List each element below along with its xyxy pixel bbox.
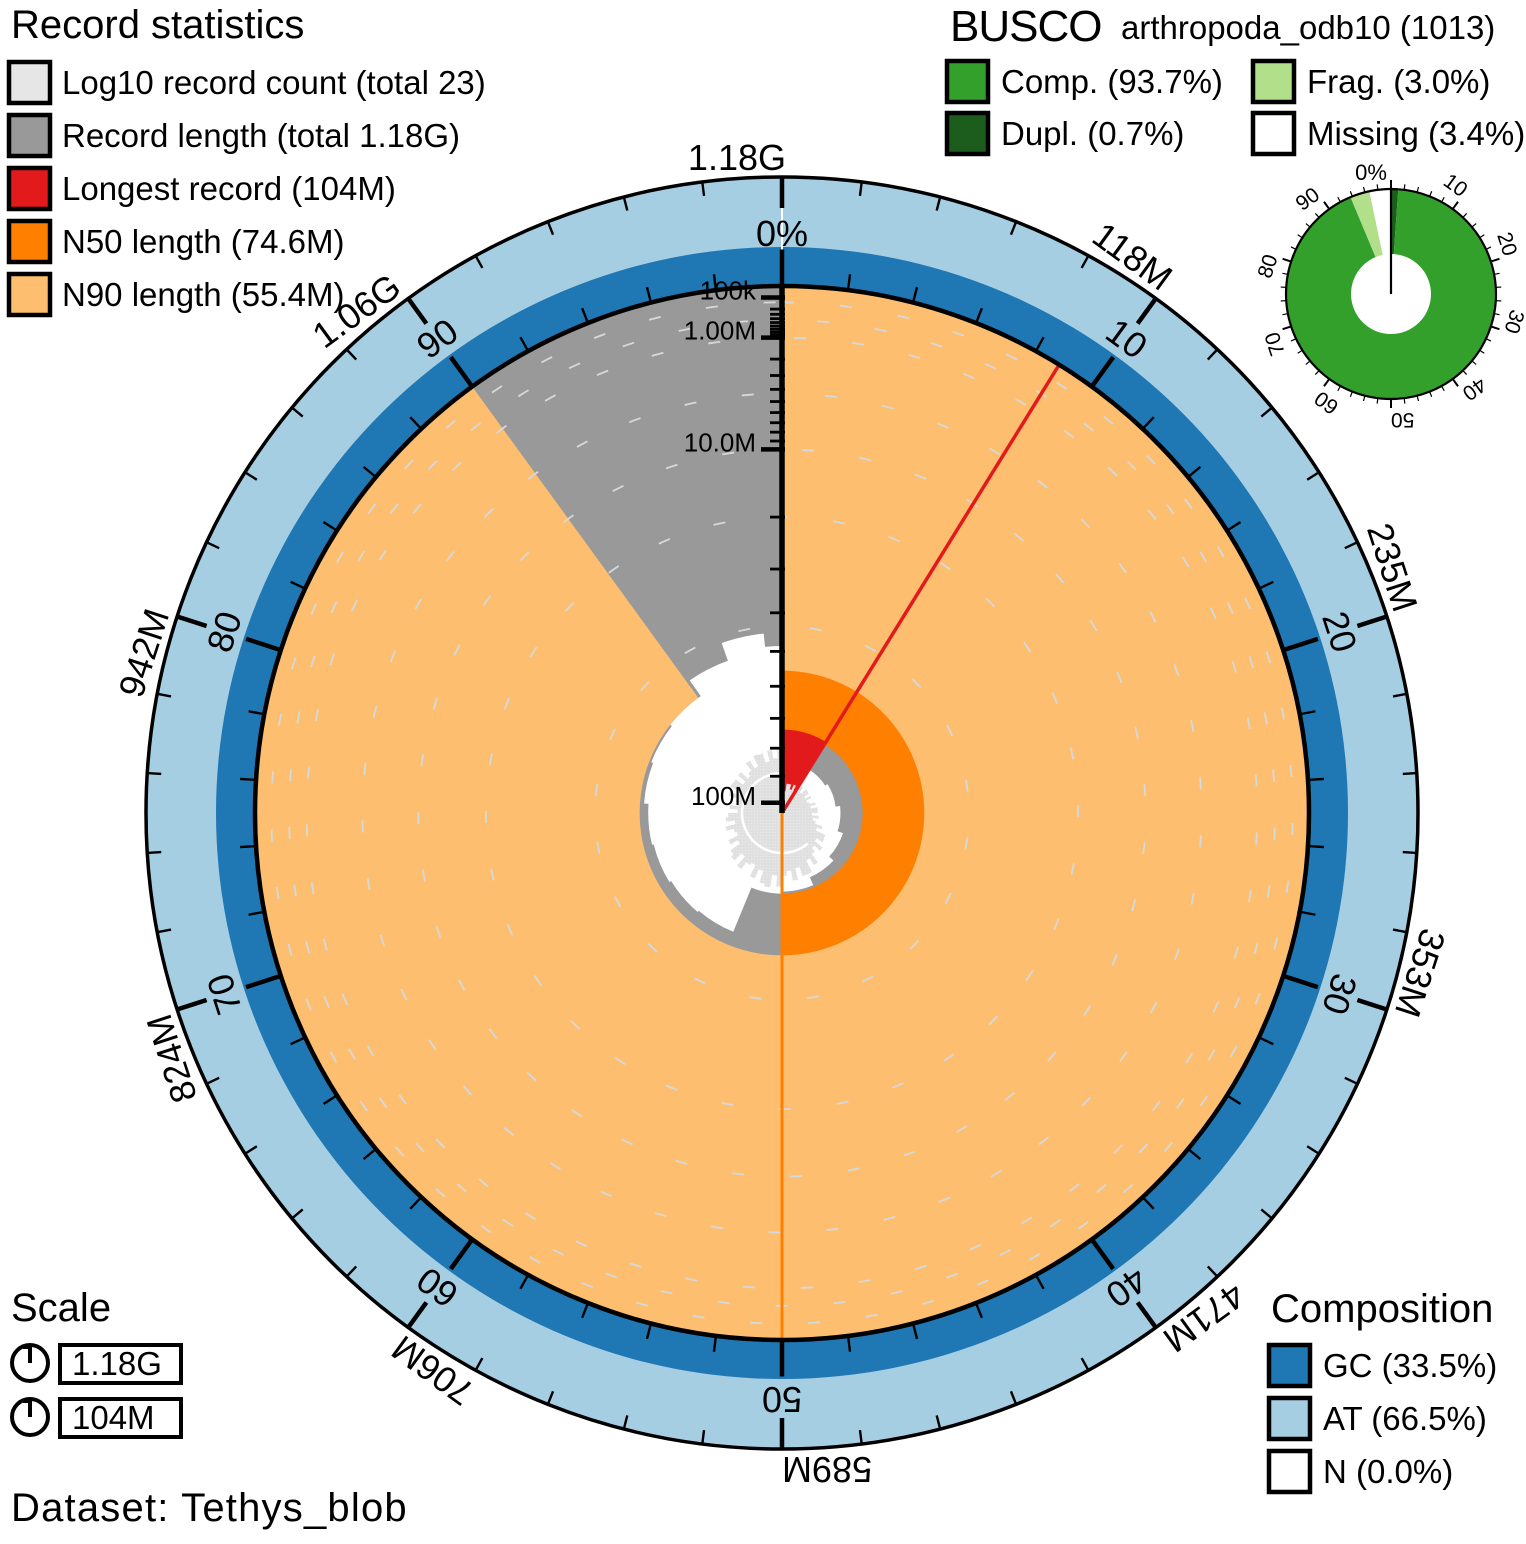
svg-text:50: 50 <box>1391 408 1414 431</box>
svg-text:Frag. (3.0%): Frag. (3.0%) <box>1307 63 1490 100</box>
svg-text:AT (66.5%): AT (66.5%) <box>1323 1400 1487 1437</box>
svg-text:arthropoda_odb10 (1013): arthropoda_odb10 (1013) <box>1121 9 1495 46</box>
svg-text:Log10 record count (total 23): Log10 record count (total 23) <box>62 64 486 101</box>
svg-text:Comp. (93.7%): Comp. (93.7%) <box>1001 63 1223 100</box>
svg-text:BUSCO: BUSCO <box>950 2 1101 51</box>
svg-text:Composition: Composition <box>1271 1287 1493 1331</box>
svg-text:104M: 104M <box>72 1399 155 1436</box>
svg-text:100M: 100M <box>691 781 756 811</box>
svg-text:Scale: Scale <box>11 1286 111 1330</box>
svg-text:0%: 0% <box>1355 160 1387 185</box>
svg-text:Missing (3.4%): Missing (3.4%) <box>1307 115 1525 152</box>
svg-text:10.0M: 10.0M <box>684 427 756 457</box>
svg-text:Longest record (104M): Longest record (104M) <box>62 170 396 207</box>
svg-text:N50 length (74.6M): N50 length (74.6M) <box>62 223 344 260</box>
svg-text:N (0.0%): N (0.0%) <box>1323 1453 1453 1490</box>
svg-text:589M: 589M <box>782 1449 872 1490</box>
svg-text:Dupl. (0.7%): Dupl. (0.7%) <box>1001 115 1184 152</box>
svg-text:Record length (total 1.18G): Record length (total 1.18G) <box>62 117 460 154</box>
svg-text:1.00M: 1.00M <box>684 316 756 346</box>
svg-text:1.18G: 1.18G <box>72 1345 162 1382</box>
svg-text:0%: 0% <box>756 213 808 254</box>
svg-text:N90 length (55.4M): N90 length (55.4M) <box>62 276 344 313</box>
svg-text:GC (33.5%): GC (33.5%) <box>1323 1347 1497 1384</box>
svg-text:50: 50 <box>762 1379 802 1420</box>
svg-text:1.18G: 1.18G <box>688 137 786 178</box>
svg-text:Dataset: Tethys_blob: Dataset: Tethys_blob <box>11 1486 408 1530</box>
svg-text:Record statistics: Record statistics <box>11 3 304 47</box>
